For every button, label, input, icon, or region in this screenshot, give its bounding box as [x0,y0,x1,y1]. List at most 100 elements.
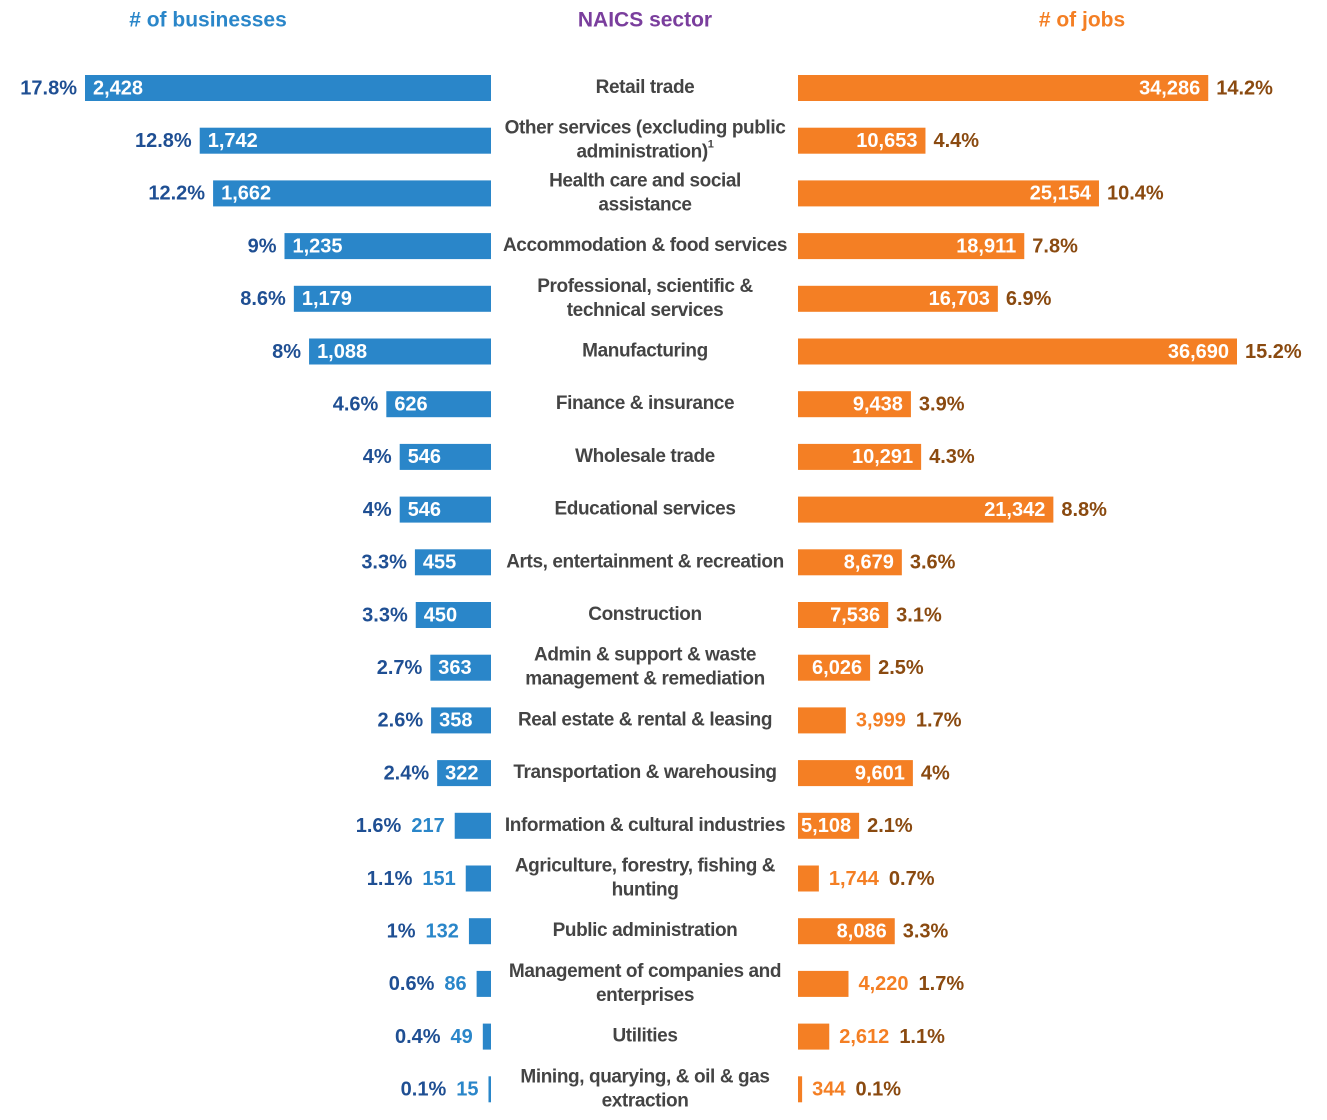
jobs-bar [798,391,911,418]
business-bar [293,285,491,312]
jobs-share-label: 7.8% [1032,235,1078,257]
jobs-value-label: 18,911 [956,235,1016,257]
right-title: # of jobs [1039,9,1125,32]
business-value-label: 86 [444,973,466,995]
business-value-label: 358 [439,710,472,732]
jobs-share-label: 1.1% [899,1026,945,1048]
category-label: Accommodation & food services [503,235,787,256]
business-value-label: 450 [424,604,457,626]
business-share-label: 1% [387,920,416,942]
jobs-value-label: 8,086 [837,920,887,942]
jobs-share-label: 2.5% [878,657,924,679]
business-share-label: 3.3% [362,604,408,626]
business-value-label: 217 [411,815,444,837]
business-share-label: 8.6% [240,288,286,310]
category-label: Management of companies and enterprises [509,961,781,1006]
jobs-value-label: 9,601 [855,762,905,784]
business-bar [482,1023,491,1050]
business-value-label: 49 [451,1026,473,1048]
jobs-bar [798,496,1054,523]
jobs-share-label: 4.4% [933,130,979,152]
category-label: Mining, quarying, & oil & gas extraction [520,1066,769,1111]
jobs-share-label: 15.2% [1245,341,1302,363]
jobs-bar [798,1076,803,1103]
category-label: Arts, entertainment & recreation [506,551,784,572]
business-share-label: 3.3% [361,552,407,574]
business-bar [488,1076,491,1103]
jobs-bar [798,812,860,839]
business-share-label: 12.2% [148,183,205,205]
jobs-share-label: 3.9% [919,393,965,415]
jobs-bar [798,970,849,997]
jobs-bar [798,233,1025,260]
business-bar [454,812,491,839]
jobs-share-label: 2.1% [867,815,913,837]
business-bar [414,549,491,576]
business-share-label: 4% [363,446,392,468]
category-label: Utilities [612,1026,677,1047]
left-title: # of businesses [129,9,287,32]
business-value-label: 546 [408,499,441,521]
business-bar [437,760,491,787]
business-share-label: 1.1% [367,868,413,890]
category-label: Other services (excluding public administ… [505,118,787,163]
business-share-label: 2.7% [377,657,423,679]
jobs-bar [798,707,846,734]
jobs-bar [798,760,913,787]
jobs-bar [798,75,1209,101]
jobs-value-label: 8,679 [844,552,894,574]
jobs-share-label: 4% [921,762,950,784]
category-label: Agriculture, forestry, fishing & hunting [515,856,776,901]
jobs-value-label: 4,220 [858,973,908,995]
business-value-label: 1,662 [221,183,271,205]
jobs-share-label: 4.3% [929,446,975,468]
business-value-label: 1,742 [208,130,258,152]
business-bar [476,970,491,997]
business-bar [85,75,491,101]
category-label: Real estate & rental & leasing [518,709,772,730]
jobs-value-label: 2,612 [839,1026,889,1048]
jobs-bar [798,127,926,154]
business-value-label: 455 [423,552,456,574]
jobs-bar [798,918,895,945]
center-title: NAICS sector [578,9,712,32]
business-value-label: 322 [445,762,478,784]
business-bar [430,654,491,681]
category-label: Public administration [553,920,738,941]
jobs-value-label: 9,438 [853,393,903,415]
jobs-value-label: 36,690 [1168,341,1229,363]
jobs-value-label: 6,026 [812,657,862,679]
jobs-share-label: 8.8% [1061,499,1107,521]
category-label: Wholesale trade [575,446,715,467]
business-share-label: 4.6% [333,393,379,415]
business-share-label: 4% [363,499,392,521]
jobs-share-label: 0.1% [855,1079,901,1101]
jobs-share-label: 6.9% [1006,288,1052,310]
jobs-value-label: 21,342 [984,499,1045,521]
category-label: Admin & support & waste management & reme… [525,645,765,690]
business-share-label: 0.1% [401,1079,447,1101]
business-value-label: 1,088 [317,341,367,363]
category-label: Educational services [554,499,735,520]
jobs-bar [798,654,871,681]
business-bar [309,338,491,365]
business-value-label: 2,428 [93,77,143,99]
jobs-bar [798,443,922,470]
jobs-value-label: 10,653 [856,130,917,152]
category-label: Professional, scientific & technical serv… [537,276,753,321]
business-value-label: 15 [456,1079,478,1101]
category-label: Retail trade [596,77,695,98]
business-bar [213,180,491,207]
business-share-label: 12.8% [135,130,192,152]
business-share-label: 0.4% [395,1026,441,1048]
business-bar [399,443,491,470]
jobs-share-label: 14.2% [1216,77,1273,99]
business-bar [284,233,491,260]
business-value-label: 626 [394,393,427,415]
jobs-value-label: 1,744 [829,868,880,890]
jobs-value-label: 25,154 [1030,183,1092,205]
jobs-share-label: 3.6% [910,552,956,574]
business-share-label: 2.6% [378,710,424,732]
jobs-value-label: 7,536 [830,604,880,626]
